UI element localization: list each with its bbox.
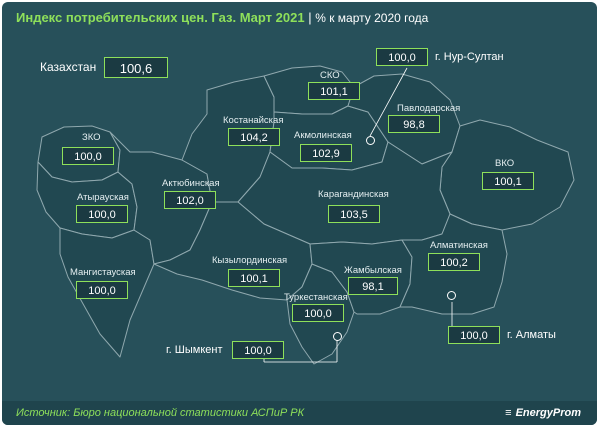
- region-label-pavlodar: Павлодарская: [397, 103, 461, 114]
- footer-bar: Источник: Бюро национальной статистики А…: [2, 401, 597, 425]
- region-label-akmola: Акмолинская: [294, 130, 352, 141]
- region-value-almaty-region: 100,2: [428, 253, 480, 271]
- leader-line-nur-sultan: [369, 67, 408, 137]
- brand-name: EnergyProm: [515, 407, 581, 419]
- region-label-kyzylorda: Кызылординская: [212, 255, 288, 266]
- region-label-almaty-region: Алматинская: [430, 240, 488, 251]
- country-label: Казахстан: [40, 60, 97, 74]
- city-label-nur-sultan: г. Нур-Султан: [435, 51, 504, 63]
- region-value-kyzylorda: 100,1: [228, 269, 280, 287]
- country-value: 100,6: [104, 57, 168, 78]
- city-value-nur-sultan: 100,0: [376, 48, 428, 66]
- region-value-vko: 100,1: [482, 172, 534, 190]
- region-label-kostanay: Костанайская: [223, 115, 284, 126]
- region-value-aktobe: 102,0: [164, 191, 216, 209]
- city-label-almaty: г. Алматы: [507, 329, 556, 341]
- city-marker-almaty[interactable]: [447, 291, 456, 300]
- title-unit: % к марту 2020 года: [315, 11, 429, 25]
- region-label-vko: ВКО: [495, 158, 515, 169]
- source-note: Источник: Бюро национальной статистики А…: [16, 407, 305, 419]
- region-value-zhambyl: 98,1: [348, 277, 398, 295]
- region-label-karaganda: Карагандинская: [318, 189, 389, 200]
- title-separator: |: [304, 10, 316, 25]
- page-title: Индекс потребительских цен. Газ. Март 20…: [16, 10, 428, 26]
- city-value-almaty: 100,0: [448, 326, 500, 344]
- energyprom-logo-icon: ≡: [505, 407, 512, 419]
- region-value-turkestan: 100,0: [292, 304, 344, 322]
- region-label-turkestan: Туркестанская: [284, 292, 348, 303]
- region-value-kostanay: 104,2: [228, 128, 280, 146]
- region-label-sko: СКО: [320, 70, 340, 81]
- region-label-zhambyl: Жамбылская: [344, 265, 402, 276]
- city-label-shymkent: г. Шымкент: [166, 344, 223, 356]
- city-marker-shymkent[interactable]: [333, 332, 342, 341]
- region-value-akmola: 102,9: [300, 144, 352, 162]
- region-label-mangystau: Мангистауская: [70, 267, 136, 278]
- region-value-karaganda: 103,5: [328, 205, 380, 223]
- city-marker-nur-sultan[interactable]: [366, 136, 375, 145]
- region-label-atyrau: Атырауская: [77, 192, 129, 203]
- region-value-sko: 101,1: [308, 82, 360, 100]
- region-value-mangystau: 100,0: [76, 281, 128, 299]
- region-value-zko: 100,0: [62, 147, 114, 165]
- region-value-atyrau: 100,0: [76, 205, 128, 223]
- title-text: Индекс потребительских цен. Газ. Март 20…: [16, 10, 305, 25]
- region-label-zko: ЗКО: [82, 132, 101, 143]
- brand-logo: ≡ EnergyProm: [505, 406, 581, 420]
- region-label-aktobe: Актюбинская: [162, 178, 220, 189]
- city-value-shymkent: 100,0: [232, 341, 284, 359]
- region-value-pavlodar: 98,8: [388, 115, 440, 133]
